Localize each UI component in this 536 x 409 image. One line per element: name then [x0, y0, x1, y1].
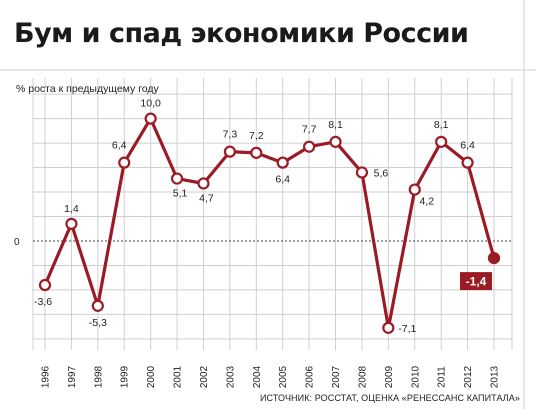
- data-label: 6,4: [460, 140, 475, 152]
- data-point: [461, 156, 474, 169]
- data-point: [197, 177, 210, 190]
- x-tick-label: 2001: [173, 365, 184, 388]
- x-tick-label: 2003: [225, 365, 236, 388]
- data-label: -1,4: [466, 275, 487, 289]
- data-label: -5,3: [89, 317, 107, 329]
- data-points: [38, 112, 501, 334]
- data-label: 7,2: [249, 130, 264, 142]
- y-tick-labels: 0: [14, 237, 20, 248]
- data-label: 7,3: [223, 129, 238, 141]
- data-point: [223, 145, 236, 158]
- data-point: [382, 321, 395, 334]
- data-label: 8,1: [328, 119, 343, 131]
- x-tick-label: 2007: [331, 365, 342, 388]
- x-tick-label: 2010: [410, 365, 421, 388]
- data-label: 8,1: [434, 119, 449, 131]
- x-tick-label: 2005: [278, 365, 289, 388]
- data-label: 10,0: [140, 98, 161, 110]
- data-point: [276, 156, 289, 169]
- data-point: [408, 183, 421, 196]
- highlight-label-box: [460, 272, 492, 291]
- data-point: [118, 156, 131, 169]
- x-tick-label: 2013: [490, 365, 501, 388]
- data-label: 6,4: [275, 174, 290, 186]
- x-tick-label: 2000: [146, 365, 157, 388]
- data-label: 4,2: [419, 196, 434, 208]
- data-point: [355, 166, 369, 179]
- data-point: [170, 172, 184, 185]
- x-tick-label: 2006: [305, 365, 316, 388]
- x-tick-label: 2008: [357, 365, 368, 388]
- x-tick-label: 2009: [384, 365, 395, 388]
- data-label: 6,4: [112, 140, 127, 152]
- x-tick-label: 1999: [120, 365, 131, 388]
- x-tick-label: 1998: [93, 365, 104, 388]
- data-label: 7,7: [302, 124, 317, 136]
- data-point: [91, 299, 104, 312]
- data-point: [435, 135, 448, 148]
- x-tick-label: 2002: [199, 365, 210, 388]
- data-point: [303, 140, 316, 153]
- y-tick-label: 0: [14, 237, 20, 248]
- y-axis-label: % роста к предыдущему году: [16, 83, 160, 95]
- source-note: ИСТОЧНИК: РОССТАТ, ОЦЕНКА «РЕНЕССАНС КАП…: [260, 393, 520, 403]
- data-label: 1,4: [64, 203, 79, 215]
- x-tick-label: 1996: [41, 365, 52, 388]
- data-label: 5,6: [374, 167, 389, 179]
- x-tick-label: 2011: [437, 366, 448, 388]
- data-label: -3,6: [34, 296, 52, 308]
- data-point: [487, 252, 501, 265]
- data-label: -7,1: [398, 323, 416, 335]
- x-tick-label: 2012: [463, 365, 474, 388]
- x-tick-label: 2004: [252, 365, 263, 388]
- data-point: [144, 112, 157, 125]
- data-point: [329, 135, 342, 148]
- x-tick-label: 1997: [67, 365, 78, 388]
- data-labels: -3,6 1,4 -5,3 6,4 10,0 5,1 4,7 7,3 7,2 6,4 7,7 8,1 5…: [34, 98, 492, 335]
- series-line: [43, 117, 496, 330]
- data-point: [38, 278, 52, 292]
- x-tick-labels: 1996 1997 1998 1999 2000 2001 2002 2003 2004 2005…: [41, 365, 501, 388]
- data-point: [65, 217, 78, 230]
- chart-title: Бум и спад экономики России: [14, 18, 469, 49]
- data-label: 5,1: [173, 188, 188, 200]
- data-point: [250, 146, 263, 159]
- data-label: 4,7: [199, 192, 214, 204]
